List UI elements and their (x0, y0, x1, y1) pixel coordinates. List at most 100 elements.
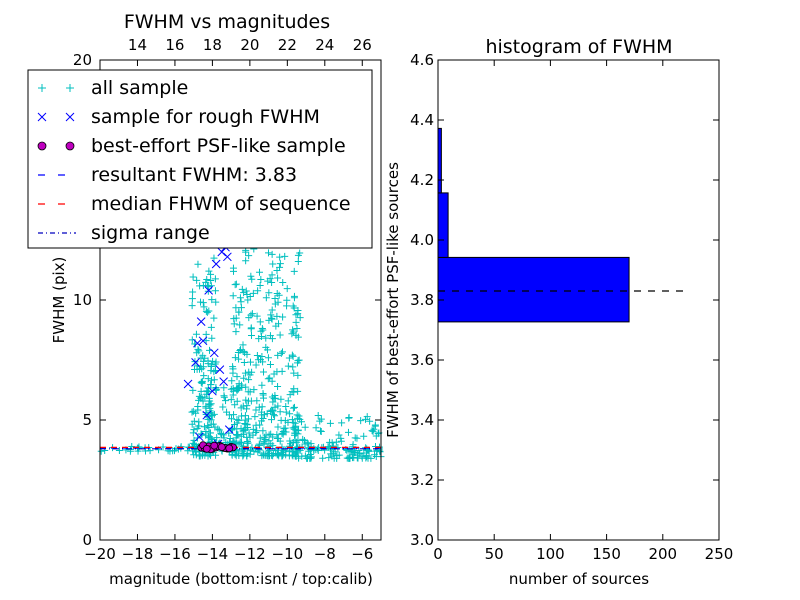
all-sample-point (229, 292, 237, 300)
all-sample-point (266, 332, 274, 340)
legend-label: resultant FWHM: 3.83 (91, 164, 297, 186)
legend-label: all sample (91, 77, 188, 99)
all-sample-point (207, 381, 215, 389)
rough-sample-point (209, 348, 219, 358)
all-sample-point (279, 430, 287, 438)
all-sample-point (338, 419, 346, 427)
hist-y-tick-label: 4.2 (410, 171, 434, 189)
all-sample-point (293, 411, 301, 419)
all-sample-point (240, 374, 248, 382)
all-sample-point (232, 328, 240, 336)
legend-item: best-effort PSF-like sample (37, 135, 346, 157)
all-sample-point (288, 351, 296, 359)
all-sample-point (208, 411, 216, 419)
histogram-y-ticks: 3.0 3.2 3.4 3.6 3.8 4.0 4.2 4.4 4.6 (410, 51, 719, 549)
all-sample-point (366, 417, 374, 425)
all-sample-point (207, 367, 215, 375)
histogram-y-label: FWHM of best-effort PSF-like sources (384, 162, 402, 438)
all-sample-point (267, 416, 275, 424)
all-sample-point (268, 278, 276, 286)
all-sample-point (285, 354, 293, 362)
all-sample-point (262, 294, 270, 302)
all-sample-point (290, 403, 298, 411)
legend-box (27, 69, 373, 249)
all-sample-point (194, 403, 202, 411)
all-sample-point (247, 358, 255, 366)
all-sample-point (283, 285, 291, 293)
all-sample-point (232, 280, 240, 288)
all-sample-point (294, 258, 302, 266)
all-sample-point (328, 452, 336, 460)
all-sample-point (294, 310, 302, 318)
all-sample-point (211, 275, 219, 283)
rough-sample-point (217, 247, 227, 257)
all-sample-point (220, 392, 228, 400)
all-sample-point (264, 354, 272, 362)
all-sample-point (267, 406, 275, 414)
all-sample-point (265, 289, 273, 297)
legend-item: sigma range (38, 222, 210, 244)
all-sample-point (271, 412, 279, 420)
all-sample-point (294, 251, 302, 259)
all-sample-point (243, 402, 251, 410)
all-sample-point (200, 372, 208, 380)
all-sample-point (268, 407, 276, 415)
all-sample-point (190, 426, 198, 434)
all-sample-point (325, 454, 333, 462)
all-sample-point (243, 452, 251, 460)
histogram-title: histogram of FWHM (485, 36, 672, 58)
psf-sample-points (197, 441, 237, 454)
all-sample-point (282, 451, 290, 459)
all-sample-point (238, 412, 246, 420)
all-sample-point (203, 275, 211, 283)
all-sample-point (204, 375, 212, 383)
all-sample-point (248, 368, 256, 376)
all-sample-point (189, 386, 197, 394)
all-sample-point (236, 438, 244, 446)
all-sample-point (351, 434, 359, 442)
scatter-x-ticks: −20 −18 −16 −14 −12 −10 −8 −6 (84, 60, 373, 563)
all-sample-point (270, 395, 278, 403)
all-sample-point (256, 421, 264, 429)
all-sample-point (300, 436, 308, 444)
all-sample-point (363, 413, 371, 421)
all-sample-point (317, 428, 325, 436)
hist-y-tick-label: 3.8 (410, 291, 434, 309)
all-sample-point (259, 450, 267, 458)
all-sample-point (245, 376, 253, 384)
scatter-y-ticks: 0 5 10 20 (73, 51, 381, 549)
all-sample-point (288, 451, 296, 459)
all-sample-point (254, 287, 262, 295)
all-sample-point (202, 330, 210, 338)
all-sample-point (237, 432, 245, 440)
all-sample-point (258, 353, 266, 361)
all-sample-point (229, 387, 237, 395)
all-sample-point (273, 266, 281, 274)
all-sample-point (274, 382, 282, 390)
all-sample-point (248, 275, 256, 283)
rough-sample-point (215, 365, 225, 374)
top-x-tick-label: 16 (165, 36, 184, 54)
all-sample-point (192, 330, 200, 338)
rough-sample-point (211, 259, 221, 269)
histogram-bar (437, 192, 449, 258)
y-tick-label: 5 (82, 411, 92, 429)
hist-x-tick-label: 250 (705, 545, 734, 563)
all-sample-point (207, 323, 215, 331)
all-sample-point (277, 349, 285, 357)
all-sample-point (227, 396, 235, 404)
hist-y-tick-label: 3.2 (410, 471, 434, 489)
all-sample-point (292, 318, 300, 326)
all-sample-point (244, 296, 252, 304)
all-sample-point (269, 260, 277, 268)
all-sample-point (232, 304, 240, 312)
all-sample-point (197, 430, 205, 438)
all-sample-point (301, 440, 309, 448)
all-sample-point (264, 375, 272, 383)
all-sample-point (299, 435, 307, 443)
all-sample-point (237, 346, 245, 354)
all-sample-point (259, 389, 267, 397)
all-sample-point (353, 451, 361, 459)
all-sample-point (259, 415, 267, 423)
scatter-x-label: magnitude (bottom:isnt / top:calib) (109, 570, 373, 588)
